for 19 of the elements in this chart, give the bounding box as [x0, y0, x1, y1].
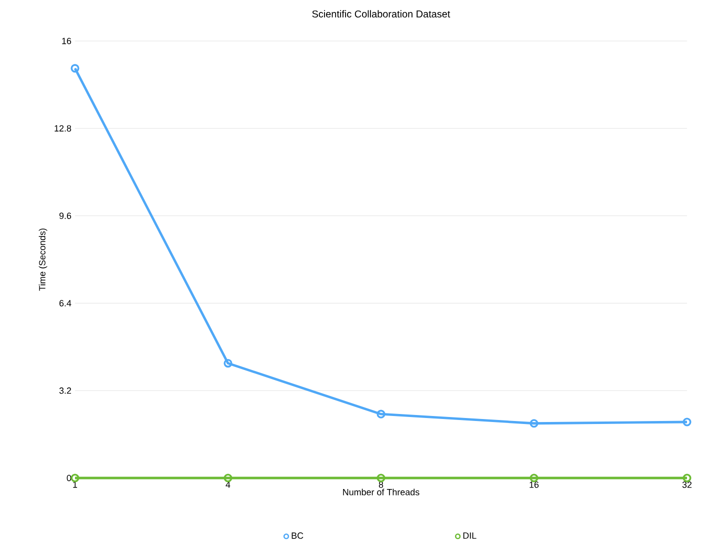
y-tick-label: 3.2: [59, 387, 72, 394]
x-axis-title: Number of Threads: [343, 488, 420, 496]
point: [376, 474, 386, 482]
point: [530, 419, 538, 428]
legend-label: DIL: [463, 532, 476, 539]
y-tick-label: 9.6: [59, 212, 72, 219]
point: [376, 410, 386, 418]
point: [224, 474, 232, 482]
y-tick-label: 12.8: [54, 125, 72, 132]
y-axis-title: Time (Seconds): [38, 228, 48, 291]
x-tick-label: 4: [226, 482, 230, 488]
chart-title: Scientific Collaboration Dataset: [312, 10, 450, 18]
y-tick-label: 6.4: [59, 300, 72, 306]
y-tick-label: 16: [62, 38, 72, 44]
x-tick-label: 16: [530, 482, 539, 488]
x-tick-label: 32: [682, 482, 692, 488]
point: [224, 359, 232, 368]
y-tick-label: 0: [66, 474, 72, 482]
legend-label: BC: [292, 532, 304, 539]
